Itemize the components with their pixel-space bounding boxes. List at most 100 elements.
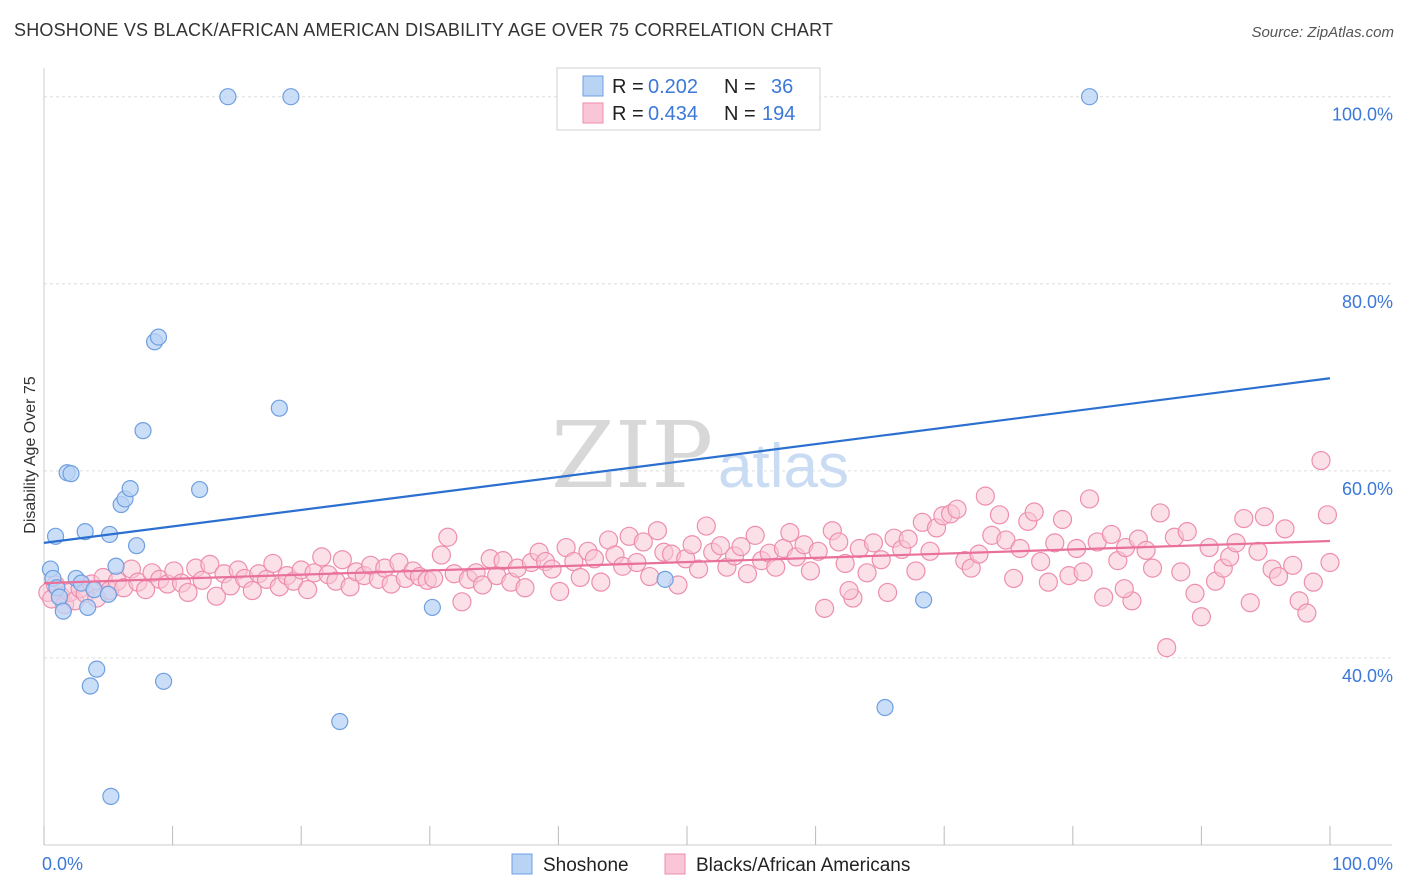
black-point [312, 547, 332, 567]
shoshone-point [121, 480, 139, 498]
black-point [1254, 507, 1275, 527]
legend-n-label: N = [724, 76, 756, 98]
black-point [857, 563, 877, 583]
black-point [242, 580, 262, 601]
legend-r-label: R = [612, 76, 644, 98]
legend-bottom-swatch-black [664, 853, 686, 875]
black-point [947, 499, 967, 519]
black-point [996, 530, 1016, 550]
black-point [1248, 541, 1268, 561]
black-point [1283, 555, 1303, 575]
legend-swatch-shoshone [582, 75, 604, 97]
shoshone-point [134, 422, 152, 440]
black-point [1191, 607, 1212, 627]
black-point [1101, 524, 1121, 545]
legend-n-value: 36 [771, 76, 793, 98]
tick-labels: 40.0% 60.0% 80.0% 100.0% 0.0% 100.0% [42, 105, 1393, 874]
shoshone-point [149, 328, 168, 346]
shoshone-point [191, 480, 209, 499]
black-point [431, 545, 451, 565]
black-point [1142, 558, 1163, 578]
shoshone-trend-line [43, 377, 1331, 544]
black-point [696, 516, 716, 536]
black-point [1010, 538, 1030, 559]
black-point [438, 527, 458, 547]
legend-n-value: 194 [762, 103, 795, 125]
black-point [710, 536, 731, 556]
shoshone-point [127, 537, 146, 555]
black-point [1234, 508, 1254, 529]
black-point [640, 566, 660, 587]
shoshone-point [331, 712, 349, 731]
black-point [745, 525, 765, 545]
black-point [871, 550, 891, 570]
black-point [1094, 587, 1114, 607]
black-point [898, 529, 918, 549]
black-point [1052, 509, 1073, 530]
black-point [206, 586, 226, 606]
y-axis-title: Disability Age Over 75 [22, 376, 39, 534]
shoshone-point [88, 660, 106, 678]
shoshone-point [79, 598, 97, 617]
black-point [1079, 489, 1100, 509]
x-tick-label: 100.0% [1332, 854, 1393, 874]
legend-swatch-black [582, 102, 604, 124]
legend-r-value: 0.434 [648, 103, 698, 125]
black-point [1185, 583, 1205, 603]
black-point [878, 582, 898, 603]
black-point [1171, 562, 1191, 582]
black-point [472, 575, 493, 595]
black-point [1199, 537, 1219, 558]
shoshone-point [76, 523, 94, 541]
black-point [969, 544, 989, 564]
x-tick-label: 0.0% [42, 854, 83, 874]
black-point [800, 561, 821, 581]
black-point [829, 532, 849, 552]
legend-top: R = 0.202 N = 36 R = 0.434 N = 194 [556, 67, 821, 131]
black-point [906, 561, 926, 581]
legend-n-label: N = [724, 103, 756, 125]
black-point [591, 572, 611, 592]
shoshone-point [81, 677, 99, 695]
black-trend-line [43, 539, 1331, 585]
shoshone-point [54, 602, 72, 620]
shoshone-point [102, 787, 120, 805]
shoshone-point [1080, 88, 1099, 106]
black-point [1317, 505, 1338, 525]
black-point [542, 559, 562, 579]
black-point [1045, 533, 1065, 553]
black-point [1303, 572, 1323, 592]
shoshone-point [219, 88, 237, 106]
black-point [515, 578, 535, 598]
grid-lines [44, 96, 1392, 659]
y-tick-label: 80.0% [1342, 292, 1393, 312]
black-point [815, 598, 835, 618]
black-point [1150, 503, 1170, 523]
chart-source: Source: ZipAtlas.com [1251, 24, 1394, 41]
shoshone-point [50, 588, 69, 606]
black-point [863, 533, 884, 553]
black-point [584, 549, 605, 569]
black-point [682, 535, 702, 555]
black-point [920, 541, 940, 561]
black-point [839, 580, 859, 601]
black-point [1268, 566, 1289, 587]
black-point [647, 521, 668, 541]
black-point [1031, 551, 1051, 572]
legend-bottom-swatch-shoshone [511, 853, 533, 875]
black-point [780, 522, 800, 543]
black-point [550, 581, 570, 602]
shoshone-point [656, 570, 674, 588]
legend-bottom-label-black: Blacks/African Americans [696, 855, 910, 876]
black-point [424, 568, 444, 589]
black-point [731, 537, 751, 557]
black-point [332, 550, 352, 570]
black-point [1177, 522, 1197, 542]
axes [43, 68, 1392, 846]
y-tick-label: 40.0% [1342, 666, 1393, 686]
chart-title: SHOSHONE VS BLACK/AFRICAN AMERICAN DISAB… [14, 20, 834, 40]
y-tick-label: 60.0% [1342, 479, 1393, 499]
shoshone-point [876, 698, 894, 717]
legend-bottom: Shoshone Blacks/African Americans [511, 853, 910, 876]
